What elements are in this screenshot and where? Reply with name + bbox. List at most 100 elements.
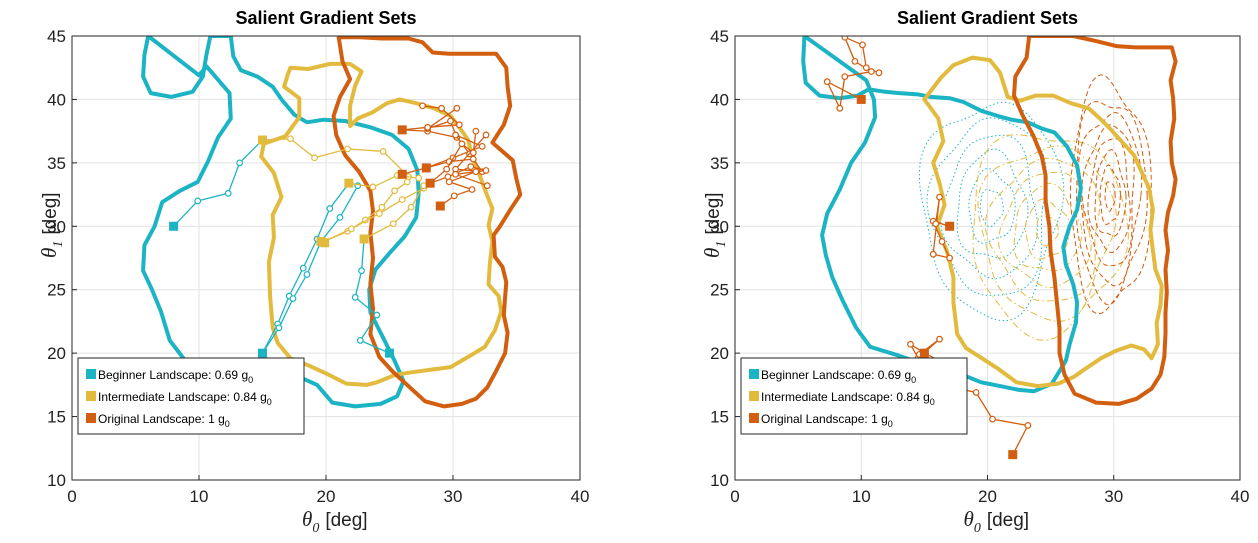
y-axis-subscript: 1 [51, 241, 66, 248]
trajectory-point [875, 69, 883, 77]
legend-swatch-intermediate-landscape [749, 391, 759, 401]
legend-entry-original-landscape: Original Landscape: 1 g0 [761, 412, 893, 429]
y-axis-label: θ1 [deg] [700, 192, 729, 258]
x-tick-label: 0 [67, 487, 76, 506]
boundary-original-landscape [1012, 36, 1178, 406]
trajectory-point [443, 165, 451, 173]
y-tick-label: 25 [710, 281, 729, 300]
legend: Beginner Landscape: 0.69 g0Intermediate … [77, 357, 305, 435]
trajectory-point [194, 197, 202, 205]
start-marker-intermediate-landscape [359, 234, 369, 244]
trajectory-point [1024, 422, 1032, 429]
legend-name: Beginner Landscape: 0.69 g [98, 368, 248, 382]
trajectory-original-landscape [426, 134, 487, 173]
start-marker-original-landscape [435, 201, 445, 211]
y-tick-label: 35 [710, 154, 729, 173]
legend-name: Intermediate Landscape: 0.84 g [761, 390, 930, 404]
trajectory-point [287, 135, 294, 143]
contour-line-original-landscape [1069, 74, 1152, 315]
legend-name: Original Landscape: 1 g [761, 412, 888, 426]
trajectory-point [936, 335, 943, 343]
trajectory-point [356, 337, 364, 344]
trajectory-point [351, 293, 359, 301]
legend-subscript: 0 [267, 397, 272, 407]
trajectory-point [403, 178, 411, 186]
y-tick-label: 25 [47, 281, 66, 300]
trajectory-point [236, 159, 244, 167]
start-marker-original-landscape [397, 169, 407, 179]
trajectory-point [224, 189, 232, 197]
y-axis-subscript: 1 [714, 241, 729, 248]
y-tick-label: 20 [47, 344, 66, 363]
legend-entry-beginner-landscape: Beginner Landscape: 0.69 g0 [761, 368, 916, 385]
x-axis-subscript: 0 [974, 521, 981, 536]
trajectory-point [450, 192, 458, 200]
start-marker-original-landscape [421, 163, 431, 173]
trajectory-point [452, 131, 459, 139]
trajectory-point [289, 295, 297, 302]
trajectory-point [419, 102, 426, 110]
trajectory-point [447, 117, 454, 125]
x-tick-label: 30 [1104, 487, 1123, 506]
start-marker-original-landscape [425, 178, 435, 188]
trajectory-point [989, 415, 996, 423]
y-tick-label: 40 [47, 90, 66, 109]
trajectory-point [438, 104, 445, 112]
trajectory-point [344, 145, 351, 153]
trajectory-point [369, 183, 377, 191]
trajectory-point [373, 311, 381, 319]
trajectory-point [841, 73, 849, 80]
start-marker-beginner-landscape [169, 221, 179, 231]
trajectory-point [859, 41, 866, 49]
trajectory-point [389, 220, 397, 228]
legend-name: Original Landscape: 1 g [98, 412, 225, 426]
trajectory-point [311, 154, 318, 162]
y-tick-label: 20 [710, 344, 729, 363]
trajectory-point [469, 155, 477, 163]
trajectory-point [478, 142, 486, 150]
start-marker-original-landscape [1008, 450, 1018, 460]
trajectory-point [348, 225, 355, 233]
start-marker-intermediate-landscape [320, 238, 330, 248]
y-tick-label: 15 [710, 408, 729, 427]
legend-name: Intermediate Landscape: 0.84 g [98, 390, 267, 404]
legend-swatch-original-landscape [749, 413, 759, 423]
x-tick-label: 30 [444, 487, 463, 506]
trajectory-point [907, 340, 914, 348]
trajectory-point [946, 254, 954, 262]
trajectory-point [932, 220, 940, 228]
start-marker-original-landscape [397, 125, 407, 135]
boundary-intermediate-landscape [922, 55, 1164, 389]
trajectory-point [851, 57, 859, 65]
y-tick-label: 10 [47, 471, 66, 490]
y-axis-symbol: θ [700, 248, 724, 258]
y-tick-label: 45 [47, 27, 66, 46]
contour-line-original-landscape [1099, 164, 1121, 225]
contour-line-original-landscape [1104, 181, 1116, 212]
legend-subscript: 0 [225, 419, 230, 429]
trajectory-point [862, 64, 870, 72]
trajectory-point [415, 174, 423, 182]
contour-line-original-landscape [1094, 149, 1127, 237]
start-marker-original-landscape [856, 94, 866, 104]
legend-entry-original-landscape: Original Landscape: 1 g0 [98, 412, 230, 429]
trajectory-point [469, 149, 477, 157]
legend-subscript: 0 [930, 397, 935, 407]
legend-box [77, 357, 305, 435]
contour-line-beginner-landscape [918, 101, 1065, 322]
legend-entry-intermediate-landscape: Intermediate Landscape: 0.84 g0 [98, 390, 272, 407]
y-tick-label: 35 [47, 154, 66, 173]
y-tick-label: 40 [710, 90, 729, 109]
x-tick-label: 10 [190, 487, 209, 506]
trajectory-point [936, 193, 943, 201]
boundary-beginner-landscape [801, 36, 1083, 394]
trajectory-point [336, 214, 344, 221]
trajectory-point [472, 168, 480, 176]
y-axis-unit: [deg] [40, 192, 61, 234]
x-tick-label: 40 [1231, 487, 1250, 506]
trajectory-point [453, 104, 461, 112]
trajectory-point [358, 267, 365, 275]
contour-line-beginner-landscape [979, 189, 1004, 228]
trajectory-point [455, 121, 463, 129]
